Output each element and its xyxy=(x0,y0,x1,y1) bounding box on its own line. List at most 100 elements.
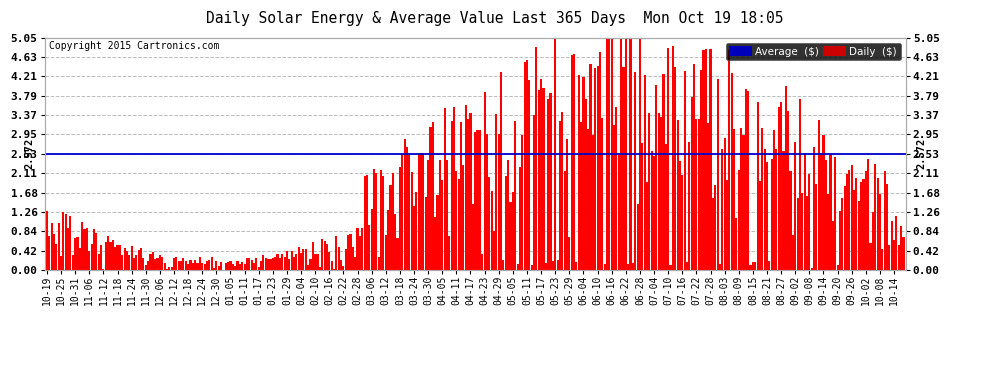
Bar xyxy=(274,257,276,270)
Bar xyxy=(679,161,681,270)
Bar xyxy=(298,246,300,270)
Bar xyxy=(712,198,714,270)
Bar xyxy=(681,176,683,270)
Bar xyxy=(561,112,563,270)
Bar xyxy=(237,261,239,270)
Bar xyxy=(90,244,93,270)
Bar xyxy=(416,192,418,270)
Bar xyxy=(731,74,733,270)
Bar xyxy=(650,151,652,270)
Bar xyxy=(107,236,109,270)
Bar xyxy=(703,50,705,270)
Bar xyxy=(676,120,678,270)
Bar xyxy=(324,241,326,270)
Bar xyxy=(460,122,462,270)
Bar xyxy=(637,204,639,270)
Bar xyxy=(782,151,784,270)
Bar xyxy=(881,249,883,270)
Bar xyxy=(140,248,143,270)
Bar xyxy=(672,46,674,270)
Bar xyxy=(630,31,632,270)
Bar xyxy=(279,258,281,270)
Bar xyxy=(517,264,519,270)
Bar xyxy=(751,262,754,270)
Bar xyxy=(218,266,220,270)
Legend: Average  ($), Daily  ($): Average ($), Daily ($) xyxy=(726,43,901,60)
Bar xyxy=(645,182,648,270)
Bar xyxy=(158,255,161,270)
Bar xyxy=(109,242,112,270)
Bar xyxy=(559,121,561,270)
Bar xyxy=(295,254,297,270)
Bar xyxy=(50,223,52,270)
Bar xyxy=(714,185,717,270)
Bar xyxy=(448,236,450,270)
Bar xyxy=(608,31,611,270)
Bar xyxy=(563,171,565,270)
Bar xyxy=(60,256,62,270)
Bar xyxy=(413,206,415,270)
Text: 2.572: 2.572 xyxy=(916,138,927,169)
Bar xyxy=(201,263,203,270)
Bar xyxy=(850,165,852,270)
Bar xyxy=(756,102,758,270)
Bar xyxy=(242,262,244,270)
Bar xyxy=(474,132,476,270)
Bar xyxy=(382,176,384,270)
Bar xyxy=(625,31,627,270)
Bar xyxy=(250,260,252,270)
Bar xyxy=(848,170,850,270)
Bar xyxy=(806,195,808,270)
Bar xyxy=(74,238,76,270)
Bar xyxy=(264,258,267,270)
Bar xyxy=(657,113,659,270)
Bar xyxy=(88,251,90,270)
Bar xyxy=(575,261,577,270)
Bar xyxy=(57,223,59,270)
Bar xyxy=(481,254,483,270)
Bar xyxy=(773,130,775,270)
Bar xyxy=(837,266,839,270)
Bar xyxy=(823,135,825,270)
Bar xyxy=(879,194,881,270)
Bar xyxy=(551,261,554,270)
Bar xyxy=(514,121,516,270)
Bar xyxy=(411,172,413,270)
Bar xyxy=(688,142,690,270)
Bar xyxy=(830,154,832,270)
Bar xyxy=(192,263,194,270)
Bar xyxy=(439,160,441,270)
Bar xyxy=(312,242,314,270)
Bar xyxy=(853,190,855,270)
Bar xyxy=(597,66,599,270)
Bar xyxy=(336,236,338,270)
Bar xyxy=(813,147,815,270)
Bar xyxy=(230,261,232,270)
Bar xyxy=(538,90,540,270)
Bar xyxy=(124,248,126,270)
Bar xyxy=(505,176,507,270)
Bar xyxy=(423,153,425,270)
Bar xyxy=(801,193,803,270)
Bar xyxy=(321,239,324,270)
Bar xyxy=(244,264,246,270)
Bar xyxy=(112,240,114,270)
Bar xyxy=(338,248,340,270)
Bar xyxy=(133,258,135,270)
Bar xyxy=(601,118,603,270)
Bar xyxy=(425,197,427,270)
Bar xyxy=(886,184,888,270)
Bar xyxy=(500,72,502,270)
Bar xyxy=(385,235,387,270)
Bar xyxy=(361,228,363,270)
Bar xyxy=(444,108,446,270)
Bar xyxy=(580,122,582,270)
Bar xyxy=(502,260,505,270)
Bar xyxy=(869,243,871,270)
Bar xyxy=(540,79,543,270)
Bar xyxy=(401,155,403,270)
Bar xyxy=(639,36,641,270)
Bar xyxy=(578,75,580,270)
Bar xyxy=(232,264,234,270)
Bar xyxy=(761,128,763,270)
